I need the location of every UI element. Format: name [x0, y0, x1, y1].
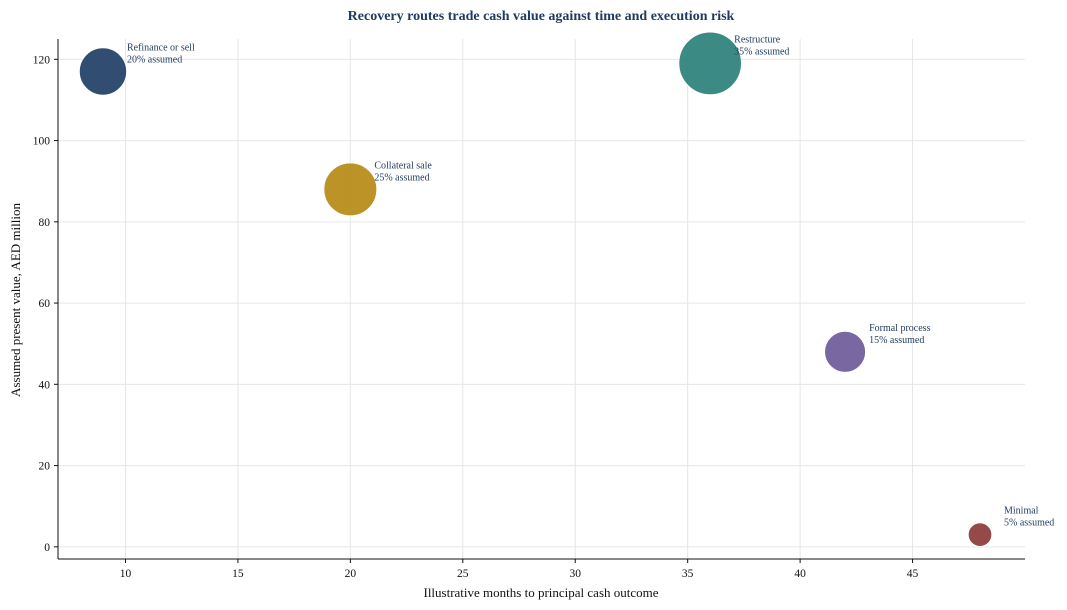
x-tick-label: 25	[457, 568, 469, 580]
y-tick-label: 0	[44, 542, 50, 554]
bubble	[78, 47, 128, 96]
y-tick-label: 40	[39, 379, 51, 391]
x-tick-label: 10	[120, 568, 132, 580]
bubble-sublabel: 20% assumed	[127, 55, 182, 66]
y-tick-label: 100	[33, 136, 51, 148]
bubble-label: Collateral sale	[374, 160, 432, 171]
y-tick-label: 80	[39, 217, 51, 229]
bubble-sublabel: 5% assumed	[1004, 518, 1054, 529]
bubble	[967, 522, 993, 547]
bubble-label: Restructure	[734, 34, 781, 45]
y-axis-label: Assumed present value, AED million	[8, 203, 23, 397]
bubbles	[78, 31, 993, 547]
chart-title: Recovery routes trade cash value against…	[348, 9, 735, 24]
x-tick-label: 30	[569, 568, 581, 580]
axes: 10 15 20 25 30 35 40 45 0 20 40 60 80 100 120	[33, 39, 1025, 580]
y-tick-label: 120	[33, 54, 51, 66]
y-tick-label: 60	[39, 298, 51, 310]
bubble-sublabel: 25% assumed	[374, 172, 429, 183]
bubble-label: Refinance or sell	[127, 43, 195, 54]
grid	[58, 39, 1025, 559]
x-tick-label: 20	[345, 568, 357, 580]
bubble	[824, 330, 867, 373]
x-tick-label: 45	[907, 568, 919, 580]
x-tick-label: 15	[232, 568, 244, 580]
bubble-label: Formal process	[869, 323, 930, 334]
bubble	[323, 162, 378, 217]
bubble-sublabel: 15% assumed	[869, 335, 924, 346]
bubble-label: Minimal	[1004, 506, 1039, 517]
bubble	[678, 31, 743, 96]
y-tick-label: 20	[39, 461, 51, 473]
x-tick-label: 40	[794, 568, 806, 580]
bubble-sublabel: 35% assumed	[734, 46, 789, 57]
x-axis-label: Illustrative months to principal cash ou…	[423, 585, 658, 600]
x-tick-label: 35	[682, 568, 694, 580]
